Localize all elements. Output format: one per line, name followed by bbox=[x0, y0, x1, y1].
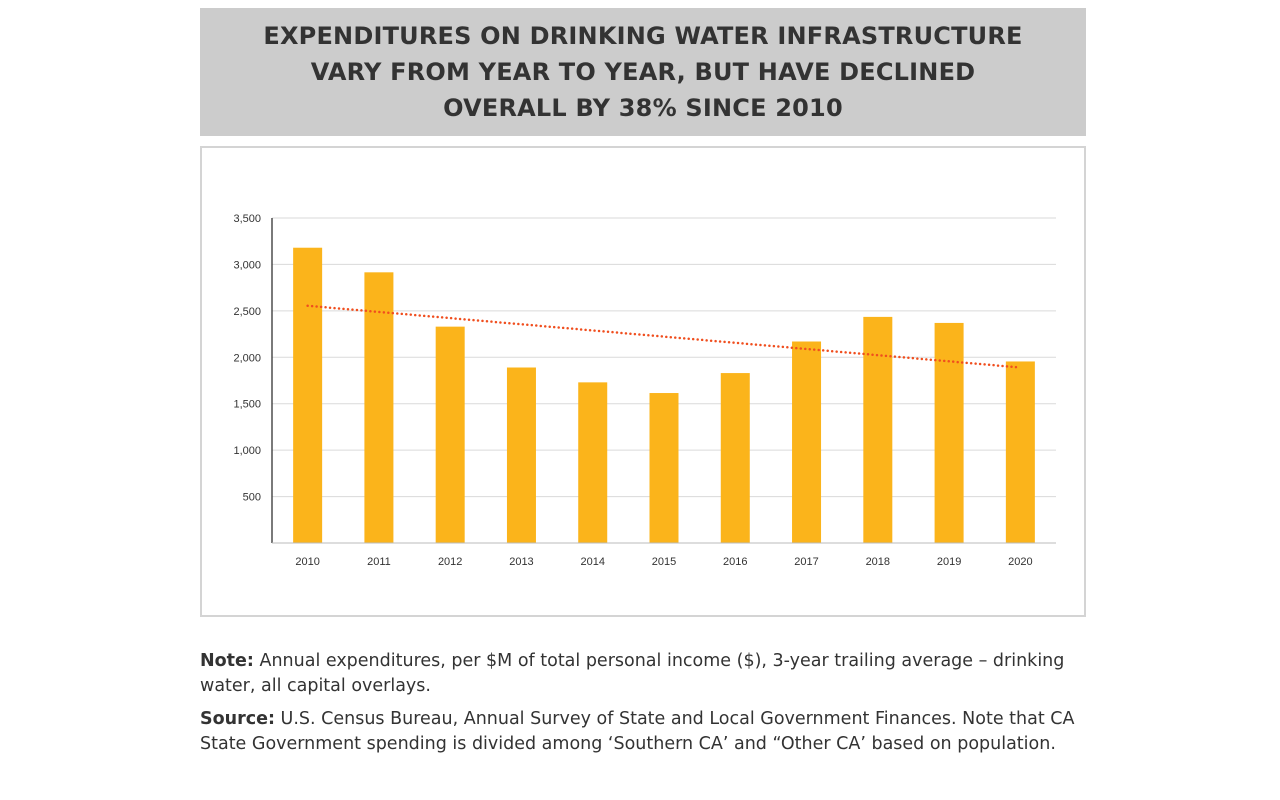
bar-2011 bbox=[364, 272, 394, 543]
x-tick-label: 2017 bbox=[794, 556, 818, 568]
axes bbox=[271, 218, 1056, 544]
chart-title: EXPENDITURES ON DRINKING WATER INFRASTRU… bbox=[263, 22, 1023, 122]
y-tick-label: 3,500 bbox=[233, 213, 261, 225]
y-axis-tick-labels: 500 1,000 1,500 2,000 2,500 3,000 3,500 bbox=[233, 213, 261, 504]
x-tick-label: 2018 bbox=[866, 556, 890, 568]
x-axis-tick-labels: 2010 2011 2012 2013 2014 2015 2016 2017 2018 2019… bbox=[295, 556, 1032, 568]
y-tick-label: 1,500 bbox=[233, 399, 261, 411]
x-tick-label: 2020 bbox=[1008, 556, 1032, 568]
note-text: Annual expenditures, per $M of total per… bbox=[200, 651, 1065, 696]
bar-2015 bbox=[649, 393, 679, 543]
bar-2014 bbox=[578, 382, 608, 543]
bar-2012 bbox=[435, 326, 465, 543]
y-tick-label: 2,000 bbox=[233, 352, 261, 364]
x-tick-label: 2016 bbox=[723, 556, 747, 568]
y-tick-label: 500 bbox=[243, 492, 261, 504]
source-label: Source: bbox=[200, 709, 275, 729]
y-tick-label: 1,000 bbox=[233, 445, 261, 457]
trendline-layer bbox=[306, 304, 1022, 369]
bar-2020 bbox=[1005, 361, 1035, 543]
chart-title-banner: EXPENDITURES ON DRINKING WATER INFRASTRU… bbox=[200, 8, 1086, 136]
source-text: U.S. Census Bureau, Annual Survey of Sta… bbox=[200, 709, 1075, 754]
chart-frame: 500 1,000 1,500 2,000 2,500 3,000 3,500 2010 20… bbox=[200, 146, 1086, 617]
bar-2019 bbox=[934, 322, 964, 543]
note-label: Note: bbox=[200, 651, 254, 671]
x-tick-label: 2013 bbox=[509, 556, 533, 568]
x-tick-label: 2019 bbox=[937, 556, 961, 568]
bar-2016 bbox=[720, 373, 750, 543]
x-tick-label: 2015 bbox=[652, 556, 676, 568]
note-paragraph: Note: Annual expenditures, per $M of tot… bbox=[200, 649, 1100, 699]
x-tick-label: 2014 bbox=[580, 556, 604, 568]
bar-2018 bbox=[863, 316, 893, 543]
y-tick-label: 2,500 bbox=[233, 306, 261, 318]
x-tick-label: 2010 bbox=[295, 556, 319, 568]
bar-2013 bbox=[506, 367, 536, 543]
bar-2010 bbox=[293, 247, 323, 543]
x-tick-label: 2011 bbox=[367, 556, 391, 568]
y-tick-label: 3,000 bbox=[233, 259, 261, 271]
source-paragraph: Source: U.S. Census Bureau, Annual Surve… bbox=[200, 707, 1100, 757]
bar-2017 bbox=[792, 341, 822, 543]
x-tick-label: 2012 bbox=[438, 556, 462, 568]
trendline bbox=[306, 304, 1022, 369]
bars bbox=[293, 247, 1035, 543]
chart-notes: Note: Annual expenditures, per $M of tot… bbox=[200, 649, 1100, 765]
